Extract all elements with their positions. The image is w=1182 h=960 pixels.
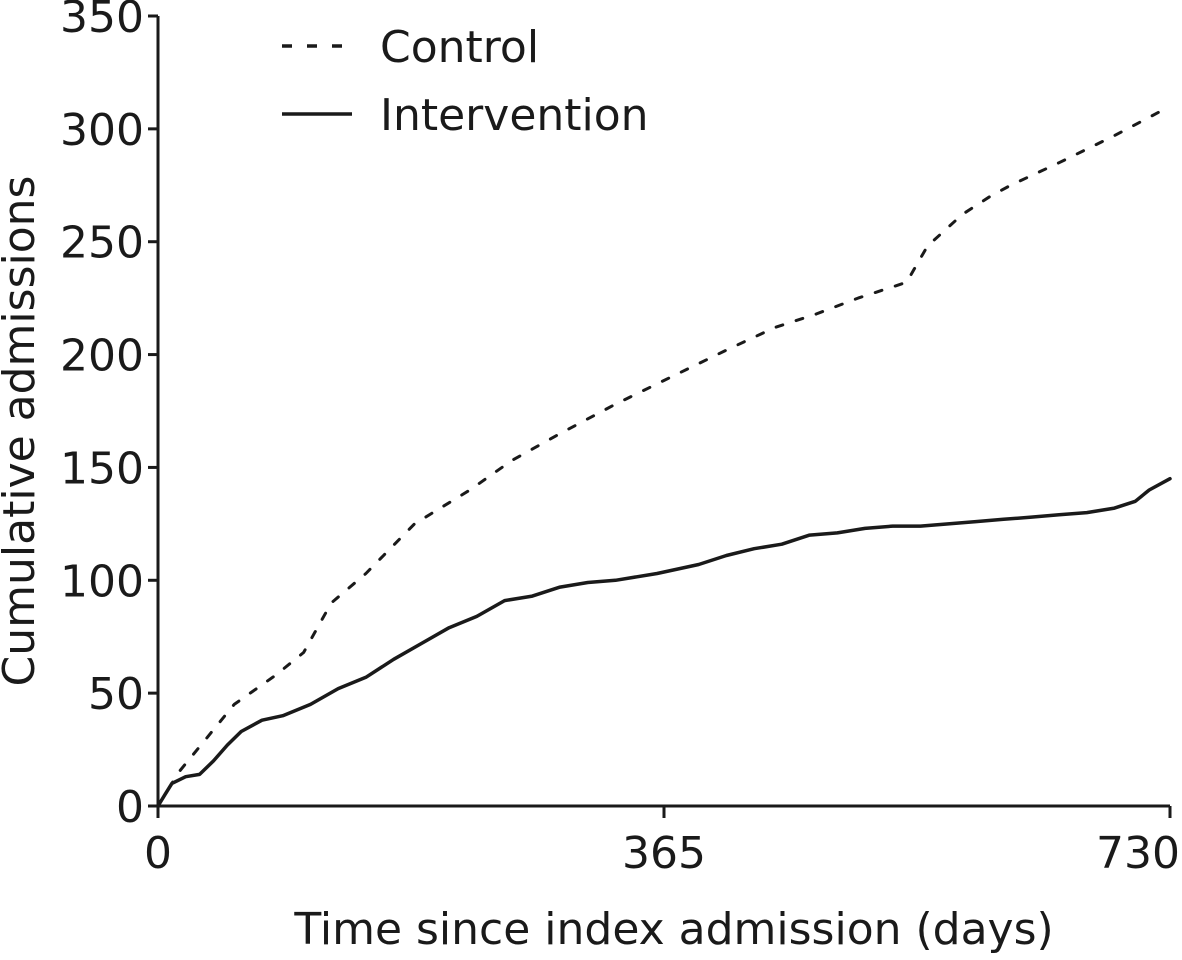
y-tick-label: 250 (60, 218, 144, 269)
legend-label-control: Control (380, 22, 539, 73)
y-axis-ticks: 0 50 100 150 200 250 300 350 (60, 0, 158, 833)
series-layer (156, 104, 1172, 808)
x-tick-label: 0 (144, 828, 172, 879)
x-axis-title: Time since index admission (days) (293, 904, 1053, 955)
y-tick-label: 200 (60, 331, 144, 382)
legend: Control Intervention (282, 22, 649, 141)
y-tick-label: 100 (60, 556, 144, 607)
x-tick-label: 365 (622, 828, 706, 879)
series-line-control (156, 104, 1172, 808)
y-tick-label: 300 (60, 105, 144, 156)
legend-label-intervention: Intervention (380, 90, 649, 141)
y-tick-label: 150 (60, 443, 144, 494)
y-tick-label: 0 (116, 782, 144, 833)
series-line-intervention (156, 476, 1172, 808)
y-tick-label: 350 (60, 0, 144, 43)
x-axis-ticks: 0 365 730 (144, 806, 1180, 879)
y-tick-label: 50 (88, 669, 144, 720)
y-axis-title: Cumulative admissions (0, 176, 45, 687)
x-tick-label: 730 (1096, 828, 1180, 879)
